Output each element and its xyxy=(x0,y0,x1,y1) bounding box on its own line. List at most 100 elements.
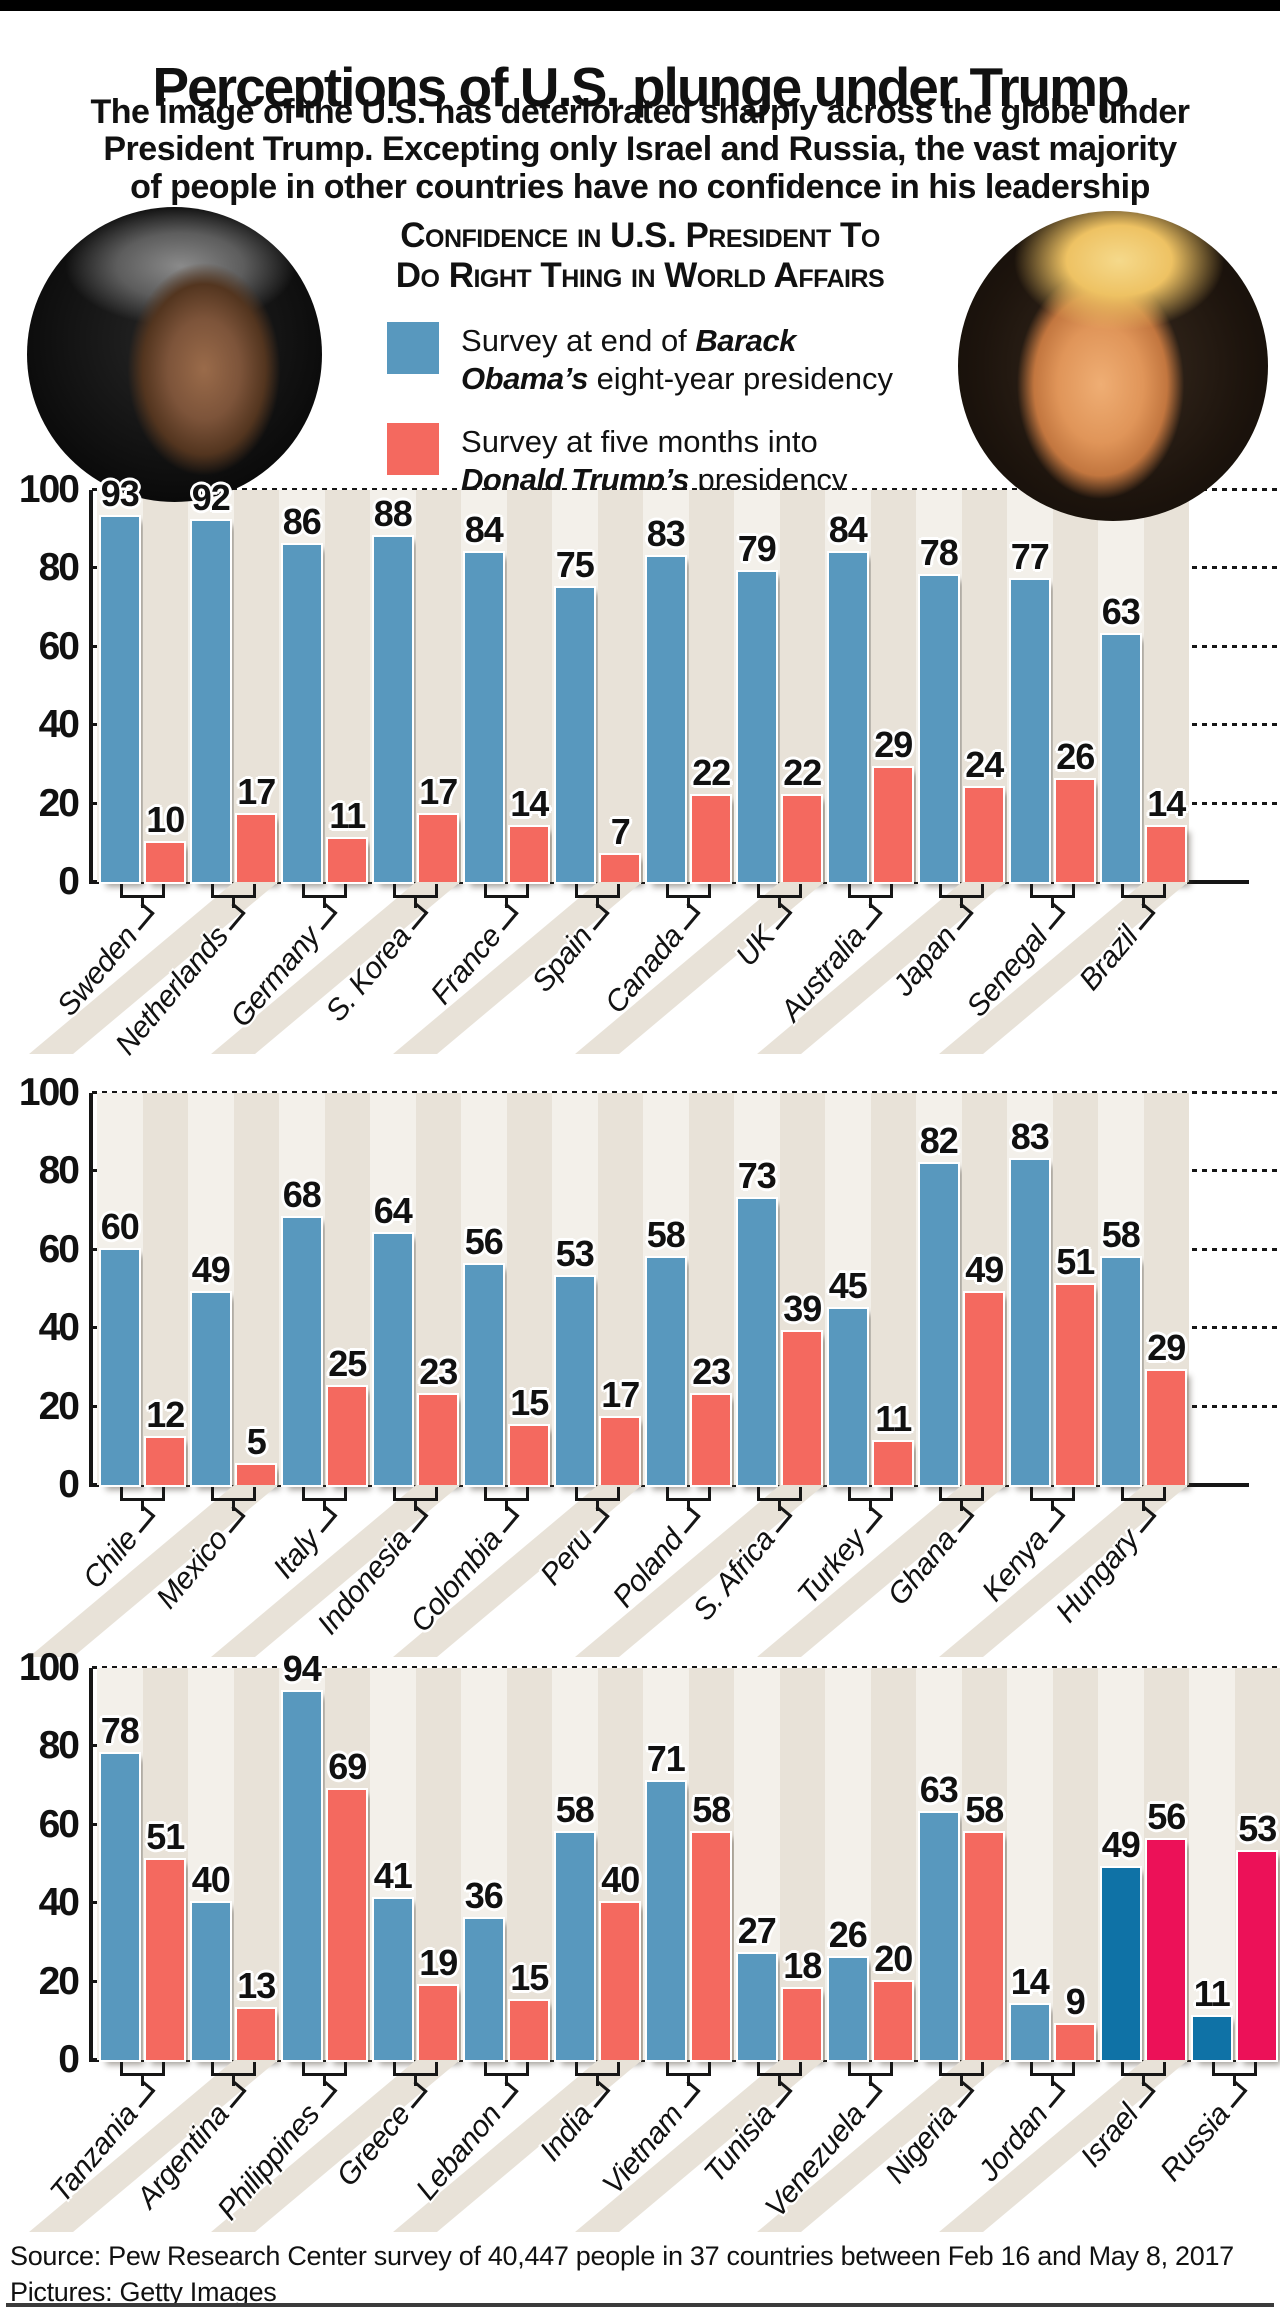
pair-bracket xyxy=(1120,884,1167,898)
value-label: 63 xyxy=(919,1769,959,1811)
country-group-Japan: 78 24 xyxy=(916,490,1007,882)
y-axis-tick-0: 0 xyxy=(58,1463,80,1506)
pair-bracket xyxy=(301,884,348,898)
y-axis-tick-80: 80 xyxy=(38,1724,80,1768)
trump-band: 24 xyxy=(961,490,1007,882)
label-connector xyxy=(674,2080,702,2109)
value-label: 93 xyxy=(100,473,140,515)
trump-band: 26 xyxy=(1052,490,1098,882)
obama-bar-Brazil xyxy=(1101,635,1140,882)
trump-band: 15 xyxy=(506,1093,552,1485)
trump-band: 29 xyxy=(1143,1093,1189,1485)
bracket-stem xyxy=(687,2076,690,2086)
obama-bar-Hungary xyxy=(1101,1257,1140,1485)
trump-band: 14 xyxy=(1143,490,1189,882)
obama-band: 75 xyxy=(552,490,598,882)
gridline-100 xyxy=(92,1666,1280,1669)
y-axis-tick-100: 100 xyxy=(18,468,80,511)
country-group-Italy: 68 25 xyxy=(279,1093,370,1485)
country-group-Chile: 60 12 xyxy=(97,1093,188,1485)
value-label: 49 xyxy=(191,1248,231,1290)
subtitle: The image of the U.S. has deteriorated s… xyxy=(0,93,1280,206)
value-label: 78 xyxy=(100,1710,140,1752)
value-label: 58 xyxy=(555,1788,595,1830)
pair-bracket xyxy=(1029,884,1076,898)
value-label: 14 xyxy=(1010,1961,1050,2003)
value-label: 5 xyxy=(246,1421,267,1463)
value-label: 78 xyxy=(919,532,959,574)
obama-band: 53 xyxy=(552,1093,598,1485)
bracket-stem xyxy=(414,1501,417,1511)
obama-bar-Germany xyxy=(282,544,321,882)
country-group-Sweden: 93 10 xyxy=(97,476,188,882)
country-group-Lebanon: 36 15 xyxy=(461,1668,552,2060)
top-black-bar xyxy=(0,0,1280,11)
country-group-Indonesia: 64 23 xyxy=(370,1093,461,1485)
value-label: 14 xyxy=(510,783,549,825)
country-group-Kenya: 83 51 xyxy=(1007,1093,1098,1485)
obama-band: 26 xyxy=(825,1668,871,2060)
obama-band: 64 xyxy=(370,1093,416,1485)
bracket-stem xyxy=(596,1501,599,1511)
value-label: 22 xyxy=(783,751,822,793)
trump-band: 58 xyxy=(961,1668,1007,2060)
value-label: 40 xyxy=(601,1859,640,1901)
y-axis-tick-20: 20 xyxy=(38,781,80,825)
bracket-stem xyxy=(1233,2076,1236,2086)
value-label: 9 xyxy=(1065,1980,1086,2022)
trump-band: 51 xyxy=(142,1668,188,2060)
value-label: 27 xyxy=(737,1910,777,1952)
obama-bar-Netherlands xyxy=(191,521,230,882)
bracket-stem xyxy=(1051,898,1054,908)
bar-groups: 60 12 49 5 68 25 64 23 56 15 53 17 58 23 73 39 45 11 82 49 8… xyxy=(97,1093,1189,1485)
value-label: 84 xyxy=(828,508,868,550)
legend-obama-text-1: Survey at end of xyxy=(461,322,687,358)
country-group-Spain: 75 7 xyxy=(552,490,643,882)
bracket-stem xyxy=(505,898,508,908)
bracket-stem xyxy=(505,2076,508,2086)
trump-bar-Italy xyxy=(328,1387,367,1485)
value-label: 58 xyxy=(646,1213,686,1255)
obama-band: 49 xyxy=(1098,1668,1144,2060)
plot-area-2: 0 20 40 60 80 100 60 12 49 5 68 25 64 23 56 15 53 17 58 23 7… xyxy=(19,1073,1280,1504)
trump-band: 5 xyxy=(233,1093,279,1485)
value-label: 24 xyxy=(965,743,1004,785)
x-axis-baseline xyxy=(89,1483,1249,1487)
bracket-stem xyxy=(869,1501,872,1511)
obama-bar-Chile xyxy=(100,1249,139,1485)
trump-bar-Brazil xyxy=(1147,827,1186,882)
country-group-Vietnam: 71 58 xyxy=(643,1668,734,2060)
obama-bar-Sweden xyxy=(100,517,139,882)
source-line: Source: Pew Research Center survey of 40… xyxy=(10,2241,1234,2271)
trump-bar-Colombia xyxy=(510,1426,549,1485)
bar-chart-panel-1: 0 20 40 60 80 100 93 10 92 17 86 11 88 17 84 14 75 7 83 22 7… xyxy=(0,470,1280,1061)
trump-band: 58 xyxy=(688,1668,734,2060)
x-axis-baseline xyxy=(89,2058,1277,2062)
value-label: 84 xyxy=(464,508,504,550)
trump-band: 23 xyxy=(415,1093,461,1485)
obama-band: 45 xyxy=(825,1093,871,1485)
bracket-stem xyxy=(232,898,235,908)
bracket-stem xyxy=(232,1501,235,1511)
country-label-Russia: Russia xyxy=(1154,2076,1256,2188)
label-connector xyxy=(310,1505,338,1534)
value-label: 10 xyxy=(146,798,185,840)
value-label: 39 xyxy=(783,1288,822,1330)
bracket-stem xyxy=(1051,1501,1054,1511)
pair-bracket xyxy=(1211,2062,1258,2076)
country-group-Ghana: 82 49 xyxy=(916,1093,1007,1485)
trump-bar-Greece xyxy=(419,1985,458,2060)
y-axis-tick-40: 40 xyxy=(38,1306,80,1350)
bracket-stem xyxy=(778,898,781,908)
obama-bar-UK xyxy=(737,572,776,882)
value-label: 29 xyxy=(874,724,913,766)
country-group-Canada: 83 22 xyxy=(643,490,734,882)
pair-bracket xyxy=(665,1487,712,1501)
trump-band: 9 xyxy=(1052,1668,1098,2060)
trump-band: 53 xyxy=(1234,1668,1280,2060)
country-group-Senegal: 77 26 xyxy=(1007,490,1098,882)
pair-bracket xyxy=(756,1487,803,1501)
bracket-stem xyxy=(323,898,326,908)
country-group-Netherlands: 92 17 xyxy=(188,480,279,882)
obama-band: 68 xyxy=(279,1093,325,1485)
